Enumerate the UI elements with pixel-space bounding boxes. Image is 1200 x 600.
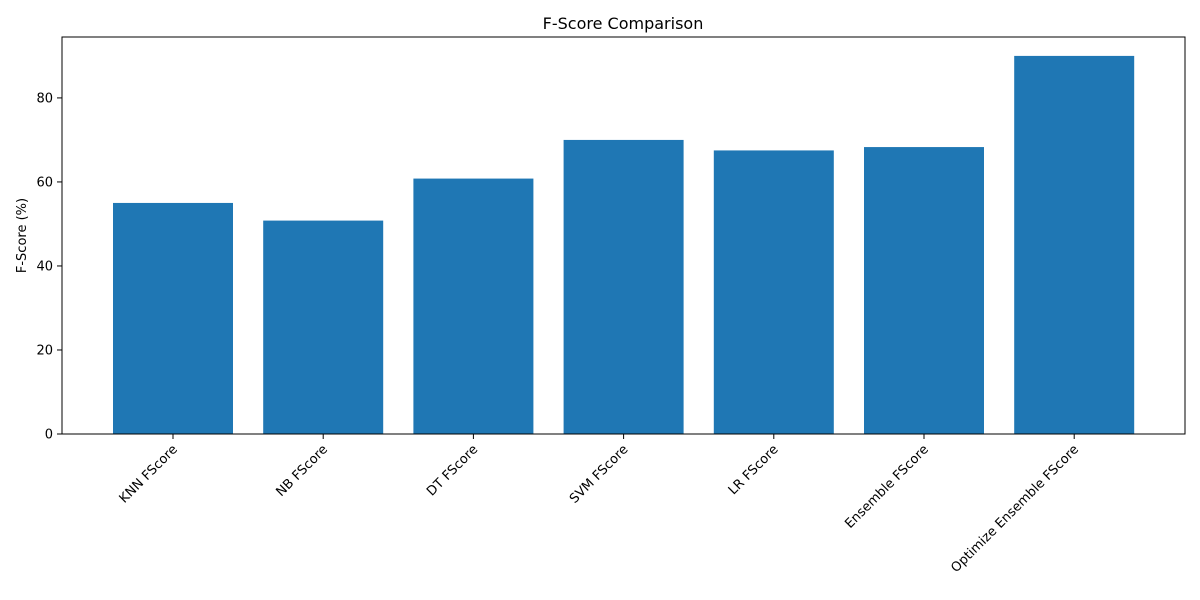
y-axis: 0 20 40 60 80 — [36, 91, 62, 443]
x-tick-label: NB FScore — [273, 442, 331, 500]
y-tick-label: 20 — [36, 343, 53, 358]
x-tick-label: SVM FScore — [567, 442, 631, 506]
chart-title: F-Score Comparison — [543, 14, 704, 33]
y-tick-label: 40 — [36, 259, 53, 274]
plot-frame — [61, 36, 1186, 435]
bar-3 — [563, 139, 684, 435]
bar-2 — [413, 178, 534, 434]
bar-5 — [864, 147, 984, 434]
bar-1 — [263, 220, 384, 434]
bar-4 — [713, 150, 834, 434]
y-tick-label: 60 — [36, 175, 53, 190]
bar-6 — [1014, 55, 1135, 435]
x-axis: KNN FScore NB FScore DT FScore SVM FScore LR… — [117, 434, 1082, 576]
y-axis-label: F-Score (%) — [15, 198, 30, 273]
x-tick-label: Optimize Ensemble FScore — [948, 442, 1082, 576]
y-tick-label: 80 — [36, 91, 53, 106]
y-tick-label: 0 — [45, 428, 53, 443]
x-tick-label: KNN FScore — [117, 442, 181, 506]
bars-group — [113, 55, 1135, 435]
x-tick-label: LR FScore — [726, 442, 782, 498]
x-tick-label: Ensemble FScore — [842, 442, 931, 531]
x-tick-label: DT FScore — [424, 442, 481, 499]
bar-0 — [113, 202, 233, 434]
